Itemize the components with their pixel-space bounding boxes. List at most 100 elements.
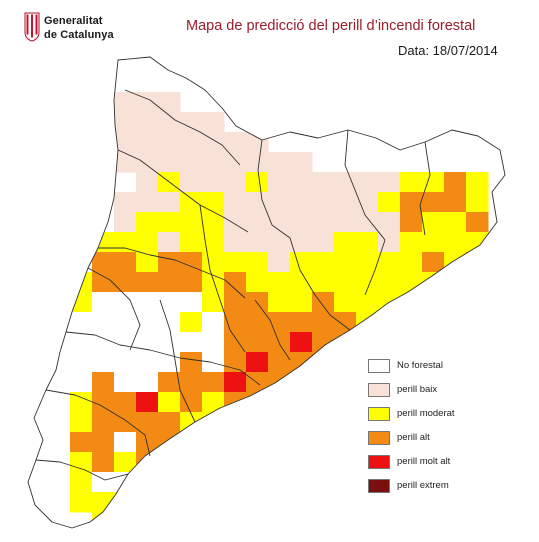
catalonia-boundary	[27, 56, 506, 529]
risk-cell	[202, 132, 225, 153]
legend-label: perill moderat	[397, 408, 455, 419]
risk-cell	[180, 192, 203, 213]
risk-cell	[158, 472, 181, 493]
risk-cell	[334, 432, 357, 453]
risk-cell	[224, 152, 247, 173]
risk-cell	[246, 472, 269, 493]
risk-cell	[334, 392, 357, 413]
risk-cell	[224, 252, 247, 273]
risk-cell	[246, 412, 269, 433]
risk-cell	[422, 212, 445, 233]
risk-cell	[466, 272, 489, 293]
legend-swatch	[368, 455, 390, 469]
risk-cell	[180, 432, 203, 453]
risk-cell	[224, 452, 247, 473]
risk-cell	[158, 292, 181, 313]
risk-cell	[70, 312, 93, 333]
legend-swatch	[368, 431, 390, 445]
risk-cell	[158, 232, 181, 253]
legend-label: perill extrem	[397, 480, 449, 491]
risk-cell	[136, 132, 159, 153]
risk-cell	[268, 172, 291, 193]
risk-cell	[422, 232, 445, 253]
risk-cell	[202, 512, 225, 528]
comarca-border-7	[87, 267, 141, 351]
legend-swatch	[368, 383, 390, 397]
risk-cell	[202, 492, 225, 513]
risk-cell	[268, 152, 291, 173]
risk-cell	[422, 332, 445, 353]
risk-cell	[444, 212, 467, 233]
risk-cell	[246, 372, 269, 393]
risk-cell	[246, 312, 269, 333]
risk-cell	[114, 232, 137, 253]
risk-cell	[114, 112, 137, 133]
risk-cell	[180, 232, 203, 253]
risk-cell	[356, 272, 379, 293]
risk-cell	[92, 372, 115, 393]
risk-cell	[334, 372, 357, 393]
risk-cell	[268, 192, 291, 213]
risk-cell	[136, 472, 159, 493]
risk-cell	[158, 332, 181, 353]
risk-cell	[180, 492, 203, 513]
risk-cell	[334, 252, 357, 273]
risk-cell	[444, 312, 467, 333]
risk-cell	[422, 312, 445, 333]
risk-cell	[114, 92, 137, 113]
risk-cell	[224, 432, 247, 453]
risk-cell	[136, 212, 159, 233]
risk-cell	[400, 172, 423, 193]
risk-cell	[356, 212, 379, 233]
risk-cell	[180, 252, 203, 273]
risk-cell	[136, 112, 159, 133]
risk-cell	[92, 312, 115, 333]
risk-cell	[70, 272, 93, 293]
legend-item: perill extrem	[368, 478, 538, 494]
risk-cell	[136, 512, 159, 528]
comarca-border-5	[419, 141, 431, 236]
risk-cell	[92, 432, 115, 453]
risk-cell	[224, 372, 247, 393]
risk-cell	[334, 292, 357, 313]
risk-cell	[444, 332, 467, 353]
risk-cell	[224, 292, 247, 313]
risk-cell	[488, 232, 505, 253]
risk-cell	[422, 292, 445, 313]
risk-cell	[246, 132, 269, 153]
risk-cell	[158, 492, 181, 513]
comarca-border-3	[257, 139, 291, 239]
risk-cell	[180, 472, 203, 493]
risk-cell	[312, 352, 335, 373]
risk-cell	[378, 172, 401, 193]
legend-label: No forestal	[397, 360, 443, 371]
risk-cell	[180, 152, 203, 173]
risk-cell	[180, 272, 203, 293]
risk-cell	[312, 272, 335, 293]
risk-cell	[224, 312, 247, 333]
risk-cell	[224, 352, 247, 373]
risk-cell	[92, 352, 115, 373]
forecast-date: Data: 18/07/2014	[398, 43, 498, 58]
risk-cell	[114, 452, 137, 473]
risk-cell	[334, 212, 357, 233]
risk-cell	[158, 112, 181, 133]
risk-cell	[202, 332, 225, 353]
risk-cell	[466, 252, 489, 273]
risk-cell	[70, 412, 93, 433]
risk-cell	[202, 412, 225, 433]
risk-cell	[312, 372, 335, 393]
risk-cell	[356, 252, 379, 273]
risk-cell	[92, 452, 115, 473]
legend-item: perill alt	[368, 430, 538, 446]
risk-cell	[290, 432, 313, 453]
risk-cell	[466, 172, 489, 193]
risk-cell	[246, 192, 269, 213]
risk-cell	[268, 452, 291, 473]
risk-cell	[312, 292, 335, 313]
risk-cell	[246, 272, 269, 293]
risk-cell	[312, 392, 335, 413]
risk-cell	[290, 212, 313, 233]
risk-cell	[356, 232, 379, 253]
